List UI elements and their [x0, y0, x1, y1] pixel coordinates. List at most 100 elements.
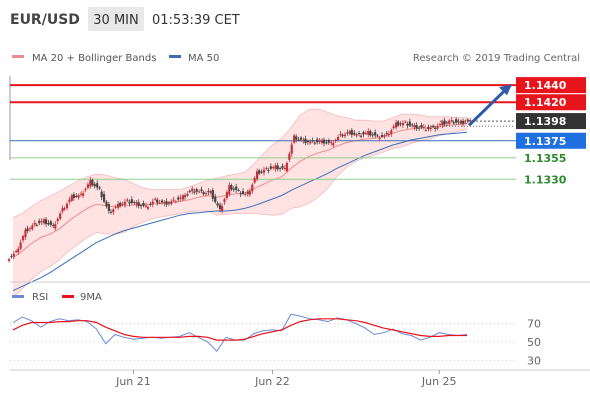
- candle-body: [7, 259, 11, 261]
- candle-body: [369, 131, 372, 136]
- candle-body: [265, 167, 268, 169]
- candle-body: [130, 199, 133, 203]
- candle-body: [434, 127, 437, 129]
- candle-body: [140, 205, 143, 207]
- x-tick-label: Jun 22: [254, 375, 290, 388]
- candle-body: [52, 224, 55, 226]
- candle-body: [441, 121, 444, 126]
- candle-body: [31, 225, 34, 230]
- candle-body: [230, 185, 233, 190]
- candle-body: [461, 120, 465, 124]
- candle-body: [276, 165, 279, 170]
- candle-body: [320, 139, 324, 144]
- candle-body: [459, 120, 463, 124]
- bollinger-legend-label: MA 20 + Bollinger Bands: [32, 53, 156, 64]
- candle-body: [448, 121, 451, 124]
- candle-body: [420, 125, 423, 128]
- level-tag-label: 1.1420: [524, 96, 567, 109]
- candle-body: [163, 202, 166, 204]
- candle-body: [278, 168, 282, 170]
- candle-body: [355, 134, 358, 136]
- candle-body: [200, 189, 203, 192]
- candle-body: [376, 135, 379, 137]
- candle-body: [232, 188, 235, 190]
- candle-body: [255, 171, 259, 180]
- candle-body: [378, 138, 381, 140]
- candle-body: [112, 209, 115, 213]
- candle-body: [179, 197, 182, 199]
- candle-body: [77, 195, 80, 198]
- candle-body: [154, 198, 157, 200]
- candle-body: [387, 134, 390, 136]
- candle-body: [401, 122, 405, 126]
- candle-body: [399, 123, 402, 125]
- candle-body: [61, 208, 64, 212]
- candle-body: [218, 204, 222, 210]
- candle-body: [109, 211, 113, 213]
- rsi-ma-legend-swatch: [62, 295, 74, 298]
- candle-body: [68, 199, 71, 202]
- candle-body: [367, 131, 370, 135]
- candle-body: [133, 201, 136, 203]
- candle-body: [417, 127, 421, 129]
- candle-body: [235, 186, 238, 190]
- candle-body: [325, 142, 328, 144]
- candle-body: [362, 132, 365, 135]
- candle-body: [91, 179, 94, 186]
- candle-body: [302, 139, 305, 141]
- candle-body: [380, 135, 384, 137]
- candle-body: [191, 188, 194, 192]
- candle-body: [385, 133, 388, 135]
- candle-body: [114, 206, 117, 208]
- candle-body: [267, 170, 270, 172]
- rsi-legend-swatch: [12, 295, 24, 298]
- candle-body: [144, 205, 148, 207]
- candle-body: [350, 130, 353, 135]
- candle-body: [464, 122, 467, 124]
- candle-body: [207, 191, 210, 193]
- candle-body: [216, 203, 219, 206]
- candle-body: [304, 138, 307, 144]
- level-tag-label: 1.1398: [524, 115, 566, 128]
- timeframe-box[interactable]: [88, 7, 144, 31]
- candle-body: [343, 134, 347, 137]
- candle-body: [269, 166, 272, 169]
- candle-body: [72, 194, 75, 199]
- time-label: 01:53:39 CET: [152, 13, 240, 28]
- candle-body: [156, 199, 159, 203]
- candle-body: [44, 219, 48, 224]
- credit-text: Research © 2019 Trading Central: [413, 53, 580, 64]
- candle-body: [181, 195, 185, 200]
- candle-body: [253, 177, 256, 183]
- level-tag-label: 1.1440: [524, 79, 567, 92]
- candle-body: [341, 134, 344, 137]
- candle-body: [84, 188, 87, 190]
- candle-body: [297, 139, 300, 141]
- candle-body: [346, 132, 349, 134]
- candle-body: [35, 224, 38, 226]
- candle-body: [450, 120, 453, 122]
- candle-body: [105, 201, 108, 207]
- rsi-line: [12, 313, 468, 352]
- candle-body: [12, 253, 15, 257]
- candle-body: [316, 139, 319, 143]
- candle-body: [211, 190, 214, 199]
- candle-body: [288, 153, 291, 160]
- candle-body: [47, 222, 50, 225]
- candle-body: [49, 221, 52, 225]
- candle-body: [177, 197, 180, 200]
- candle-body: [330, 142, 333, 144]
- candle-body: [65, 203, 69, 209]
- candle-body: [193, 191, 196, 193]
- x-tick-label: Jun 21: [115, 375, 151, 388]
- candle-body: [322, 139, 326, 144]
- rsi-ma-line: [12, 318, 467, 341]
- candle-body: [469, 120, 472, 122]
- candle-body: [82, 193, 85, 196]
- candle-body: [244, 193, 247, 195]
- symbol-title: EUR/USD: [10, 12, 80, 28]
- candle-body: [117, 203, 120, 208]
- candle-body: [397, 121, 400, 126]
- candle-body: [436, 126, 439, 129]
